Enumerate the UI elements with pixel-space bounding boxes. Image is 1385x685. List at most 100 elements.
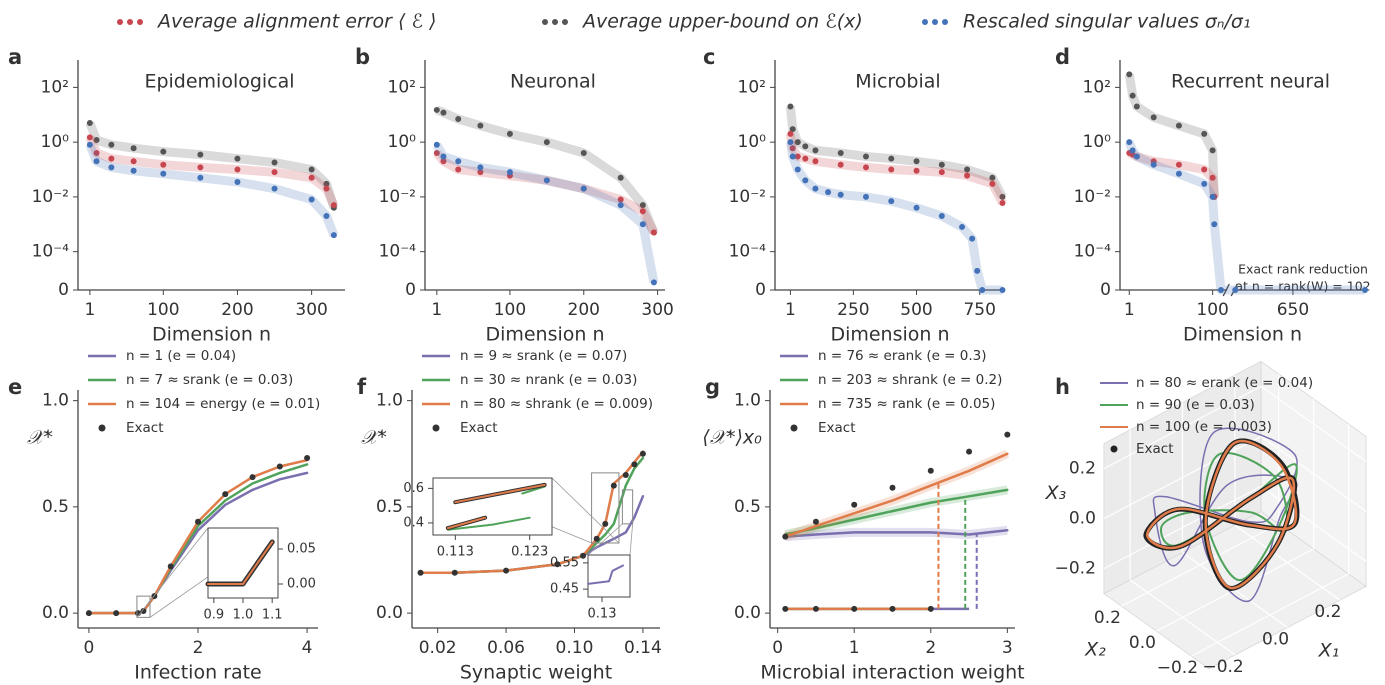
data-point [782, 533, 789, 540]
legend-marker [790, 424, 798, 432]
y-tick-label: 0.6 [403, 481, 424, 496]
data-point [812, 185, 819, 192]
data-point [455, 158, 462, 165]
data-point [1209, 193, 1216, 200]
x-axis-label: Infection rate [134, 662, 262, 684]
grid-line [1260, 485, 1367, 562]
data-point [440, 153, 447, 160]
data-point [506, 169, 513, 176]
data-point [1201, 130, 1208, 137]
x-tick-label: 650 [1277, 300, 1309, 320]
data-point [330, 232, 337, 239]
x-tick-label: 0 [83, 638, 94, 658]
data-point [938, 169, 945, 176]
y-tick-label: 0.05 [287, 542, 316, 557]
data-point [197, 164, 204, 171]
data-point [622, 472, 629, 478]
data-point [304, 455, 311, 461]
data-point [1129, 92, 1136, 99]
data-point [1129, 147, 1136, 154]
data-point [787, 139, 794, 146]
z-tick-label: 0.0 [1069, 509, 1096, 529]
data-point [323, 213, 330, 220]
data-point [913, 204, 920, 211]
data-point [979, 287, 986, 293]
y-tick-label: 10⁰ [41, 132, 70, 152]
zoom-connector [551, 477, 620, 544]
y-tick-label: 1.0 [734, 391, 761, 411]
data-point [1126, 139, 1133, 146]
data-point [108, 155, 115, 162]
data-point [140, 608, 147, 614]
y-tick-label: 0.5 [376, 497, 403, 517]
data-point [593, 535, 600, 542]
legend-label: Exact [460, 420, 498, 436]
data-point [440, 109, 447, 116]
data-point [160, 170, 167, 177]
axis-break [1222, 283, 1230, 297]
data-point [837, 191, 844, 198]
data-point [1133, 153, 1140, 160]
data-point [639, 208, 646, 215]
data-point [1211, 221, 1218, 228]
data-point [503, 567, 510, 574]
data-point [130, 145, 137, 152]
y-axis-label: X₂ [1084, 639, 1106, 661]
data-point [1004, 431, 1011, 438]
z-axis-label: X₃ [1045, 482, 1067, 504]
y-tick-label: 0.0 [376, 603, 403, 623]
data-point [794, 166, 801, 173]
x-axis-label: Synaptic weight [460, 662, 612, 684]
data-point [610, 482, 617, 489]
panel-letter: h [1055, 375, 1070, 399]
panel-title: Epidemiological [144, 71, 294, 93]
zoom-connector [629, 523, 634, 556]
data-point [93, 136, 100, 143]
data-point [888, 155, 895, 162]
data-point [86, 120, 93, 127]
data-point [782, 605, 789, 612]
zoom-box [621, 489, 634, 525]
data-point [1126, 71, 1133, 78]
legend-marker [922, 19, 928, 25]
legend-label: n = 76 ≈ erank (e = 0.3) [818, 348, 987, 364]
data-point [455, 166, 462, 173]
data-point [1209, 174, 1216, 181]
legend-label: Exact [126, 420, 164, 436]
data-point [812, 158, 819, 165]
legend-label: Rescaled singular values σₙ/σ₁ [963, 11, 1251, 33]
data-point [802, 143, 809, 150]
data-point [999, 287, 1006, 293]
legend-label: n = 90 (e = 0.03) [1136, 397, 1255, 413]
data-point [222, 491, 229, 498]
data-point [959, 223, 966, 230]
data-point [862, 164, 869, 171]
data-point [938, 161, 945, 168]
data-point [837, 150, 844, 157]
data-point [617, 196, 624, 203]
data-point [85, 610, 92, 617]
data-point [93, 150, 100, 157]
zoom-box [591, 472, 620, 544]
data-line [1145, 440, 1298, 590]
data-line [1152, 427, 1298, 602]
data-point [989, 180, 996, 187]
error-band [433, 150, 658, 235]
data-point [1133, 103, 1140, 110]
legend-marker [542, 19, 548, 25]
legend-label: Average upper-bound on ℰ(x) [581, 11, 863, 33]
error-band [785, 106, 1007, 200]
legend-marker [562, 19, 568, 25]
data-point [543, 139, 550, 146]
y-tick-label: 10² [738, 77, 766, 97]
x-tick-label: 0.10 [556, 638, 594, 658]
data-point [108, 164, 115, 171]
grid-line [1260, 435, 1367, 512]
data-point [271, 169, 278, 176]
data-point [160, 161, 167, 168]
legend-label: n = 80 ≈ erank (e = 0.04) [1136, 375, 1313, 391]
x-axis-label: Microbial interaction weight [760, 662, 1024, 684]
y-tick-label: 10² [41, 77, 69, 97]
x-axis-label: X₁ [1318, 640, 1340, 662]
data-point [812, 518, 819, 525]
